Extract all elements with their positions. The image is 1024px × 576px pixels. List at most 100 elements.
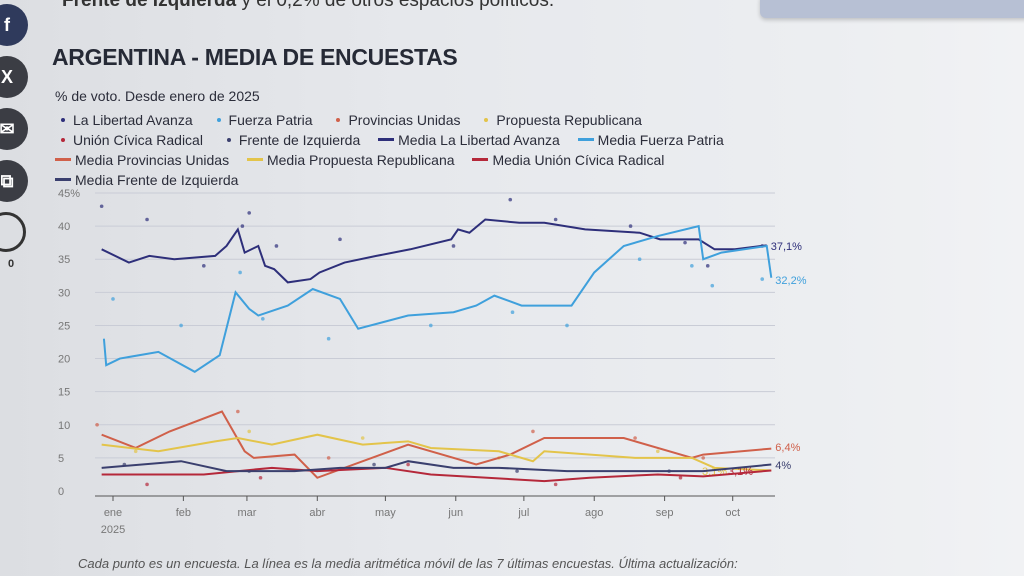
poll-point (508, 197, 513, 202)
poll-point (274, 244, 279, 248)
poll-point (360, 436, 365, 440)
poll-point (236, 409, 240, 414)
mail-icon: ✉ (0, 118, 15, 139)
series-line-media-uni-n-c-vica-radical (101, 466, 772, 483)
poll-point (326, 456, 331, 460)
poll-point (565, 323, 569, 328)
legend-label: Media La Libertad Avanza (398, 132, 560, 148)
series-line-media-provincias-unidas (101, 410, 772, 479)
y-tick-label: 40 (58, 221, 70, 233)
y-tick-label: 35 (58, 254, 70, 266)
legend-label: Unión Cívica Radical (73, 132, 203, 148)
legend-item[interactable]: La Libertad Avanza (55, 112, 193, 128)
comment-button[interactable] (0, 212, 26, 252)
legend-item[interactable]: Media Provincias Unidas (55, 152, 229, 168)
poll-point (628, 224, 633, 228)
poll-point (179, 323, 183, 328)
top-right-panel (760, 0, 1024, 18)
poll-point (99, 204, 104, 209)
poll-point (261, 317, 265, 321)
legend-dot-marker (61, 117, 65, 122)
poll-point (202, 264, 206, 268)
legend-item[interactable]: Media Fuerza Patria (577, 132, 724, 148)
chart-subtitle: % de voto. Desde enero de 2025 (55, 88, 260, 104)
poll-point (656, 449, 660, 454)
legend-dot-marker (484, 117, 489, 122)
poll-point (637, 257, 642, 262)
poll-point (95, 422, 99, 427)
x-tick-label: may (375, 507, 396, 519)
poll-point (678, 475, 683, 480)
series-line-media-propuesta-republicana (101, 433, 772, 472)
legend-item[interactable]: Propuesta Republicana (478, 112, 642, 128)
poll-point (247, 429, 251, 434)
poll-point (451, 244, 456, 248)
y-tick-label: 5 (58, 453, 64, 465)
x-icon: X (0, 66, 13, 87)
chart-footnote: Cada punto es un encuesta. La línea es l… (78, 556, 738, 571)
legend-dot-marker (336, 117, 341, 122)
article-text: Frente de Izquierda y el 0,2% de otros e… (62, 0, 554, 12)
poll-point (326, 336, 331, 341)
series-end-label: 6,4% (775, 442, 800, 454)
legend-line-marker (55, 158, 71, 162)
x-tick-label: jun (447, 507, 463, 519)
poll-point (238, 270, 242, 275)
series-end-label: 32,2% (775, 275, 806, 287)
y-tick-label: 15 (58, 387, 70, 399)
legend-item[interactable]: Fuerza Patria (211, 112, 313, 128)
legend-label: Media Provincias Unidas (75, 152, 230, 168)
poll-point (406, 462, 410, 467)
x-tick-sublabel: 2025 (101, 524, 125, 536)
poll-point (133, 449, 138, 454)
series-line-media-la-libertad-avanza (101, 218, 767, 284)
poll-point (145, 482, 149, 487)
legend-label: Provincias Unidas (348, 112, 461, 128)
legend-label: Propuesta Republicana (496, 112, 642, 128)
poll-point (240, 224, 245, 228)
poll-point (247, 211, 251, 215)
y-tick-label: 45% (58, 188, 80, 200)
poll-point (111, 297, 115, 301)
x-tick-label: ene (104, 507, 122, 519)
legend-item[interactable]: Media Unión Cívica Radical (472, 152, 664, 168)
legend-label: Frente de Izquierda (238, 132, 361, 148)
x-tick-label: feb (176, 507, 191, 519)
poll-point (258, 475, 263, 480)
poll-point (515, 469, 519, 473)
legend-label: Media Fuerza Patria (597, 132, 724, 148)
chart-title: ARGENTINA - MEDIA DE ENCUESTAS (52, 44, 458, 70)
poll-point (429, 323, 433, 328)
poll-point (705, 264, 710, 268)
chart-legend: La Libertad Avanza Fuerza Patria Provinc… (55, 110, 775, 190)
poll-point (338, 237, 342, 242)
poll-point (372, 462, 376, 467)
legend-item[interactable]: Frente de Izquierda (221, 132, 360, 148)
poll-point (553, 217, 558, 222)
y-tick-label: 0 (58, 486, 64, 498)
x-tick-label: abr (309, 507, 325, 519)
y-tick-label: 25 (58, 320, 70, 332)
legend-line-marker (577, 138, 594, 142)
legend-line-marker (246, 158, 263, 162)
legend-label: Media Propuesta Republicana (266, 152, 455, 168)
legend-dot-marker (226, 137, 231, 142)
legend-item[interactable]: Unión Cívica Radical (55, 132, 203, 148)
legend-item[interactable]: Provincias Unidas (330, 112, 461, 128)
poll-point (683, 240, 687, 245)
poll-point (553, 482, 558, 487)
poll-point (760, 277, 765, 281)
article-text-rest: y el 0,2% de otros espacios políticos. (236, 0, 555, 11)
legend-item[interactable]: Media La Libertad Avanza (378, 132, 560, 148)
series-line-media-frente-de-izquierda (101, 460, 772, 473)
poll-point (690, 264, 694, 268)
copy-icon: ⧉ (0, 170, 14, 191)
poll-point (145, 217, 149, 222)
legend-item[interactable]: Media Propuesta Republicana (246, 152, 455, 168)
legend-item[interactable]: Media Frente de Izquierda (55, 172, 238, 188)
comment-count: 0 (8, 258, 15, 270)
x-tick-label: sep (656, 507, 674, 519)
legend-line-marker (55, 178, 71, 182)
y-tick-label: 20 (58, 354, 70, 366)
